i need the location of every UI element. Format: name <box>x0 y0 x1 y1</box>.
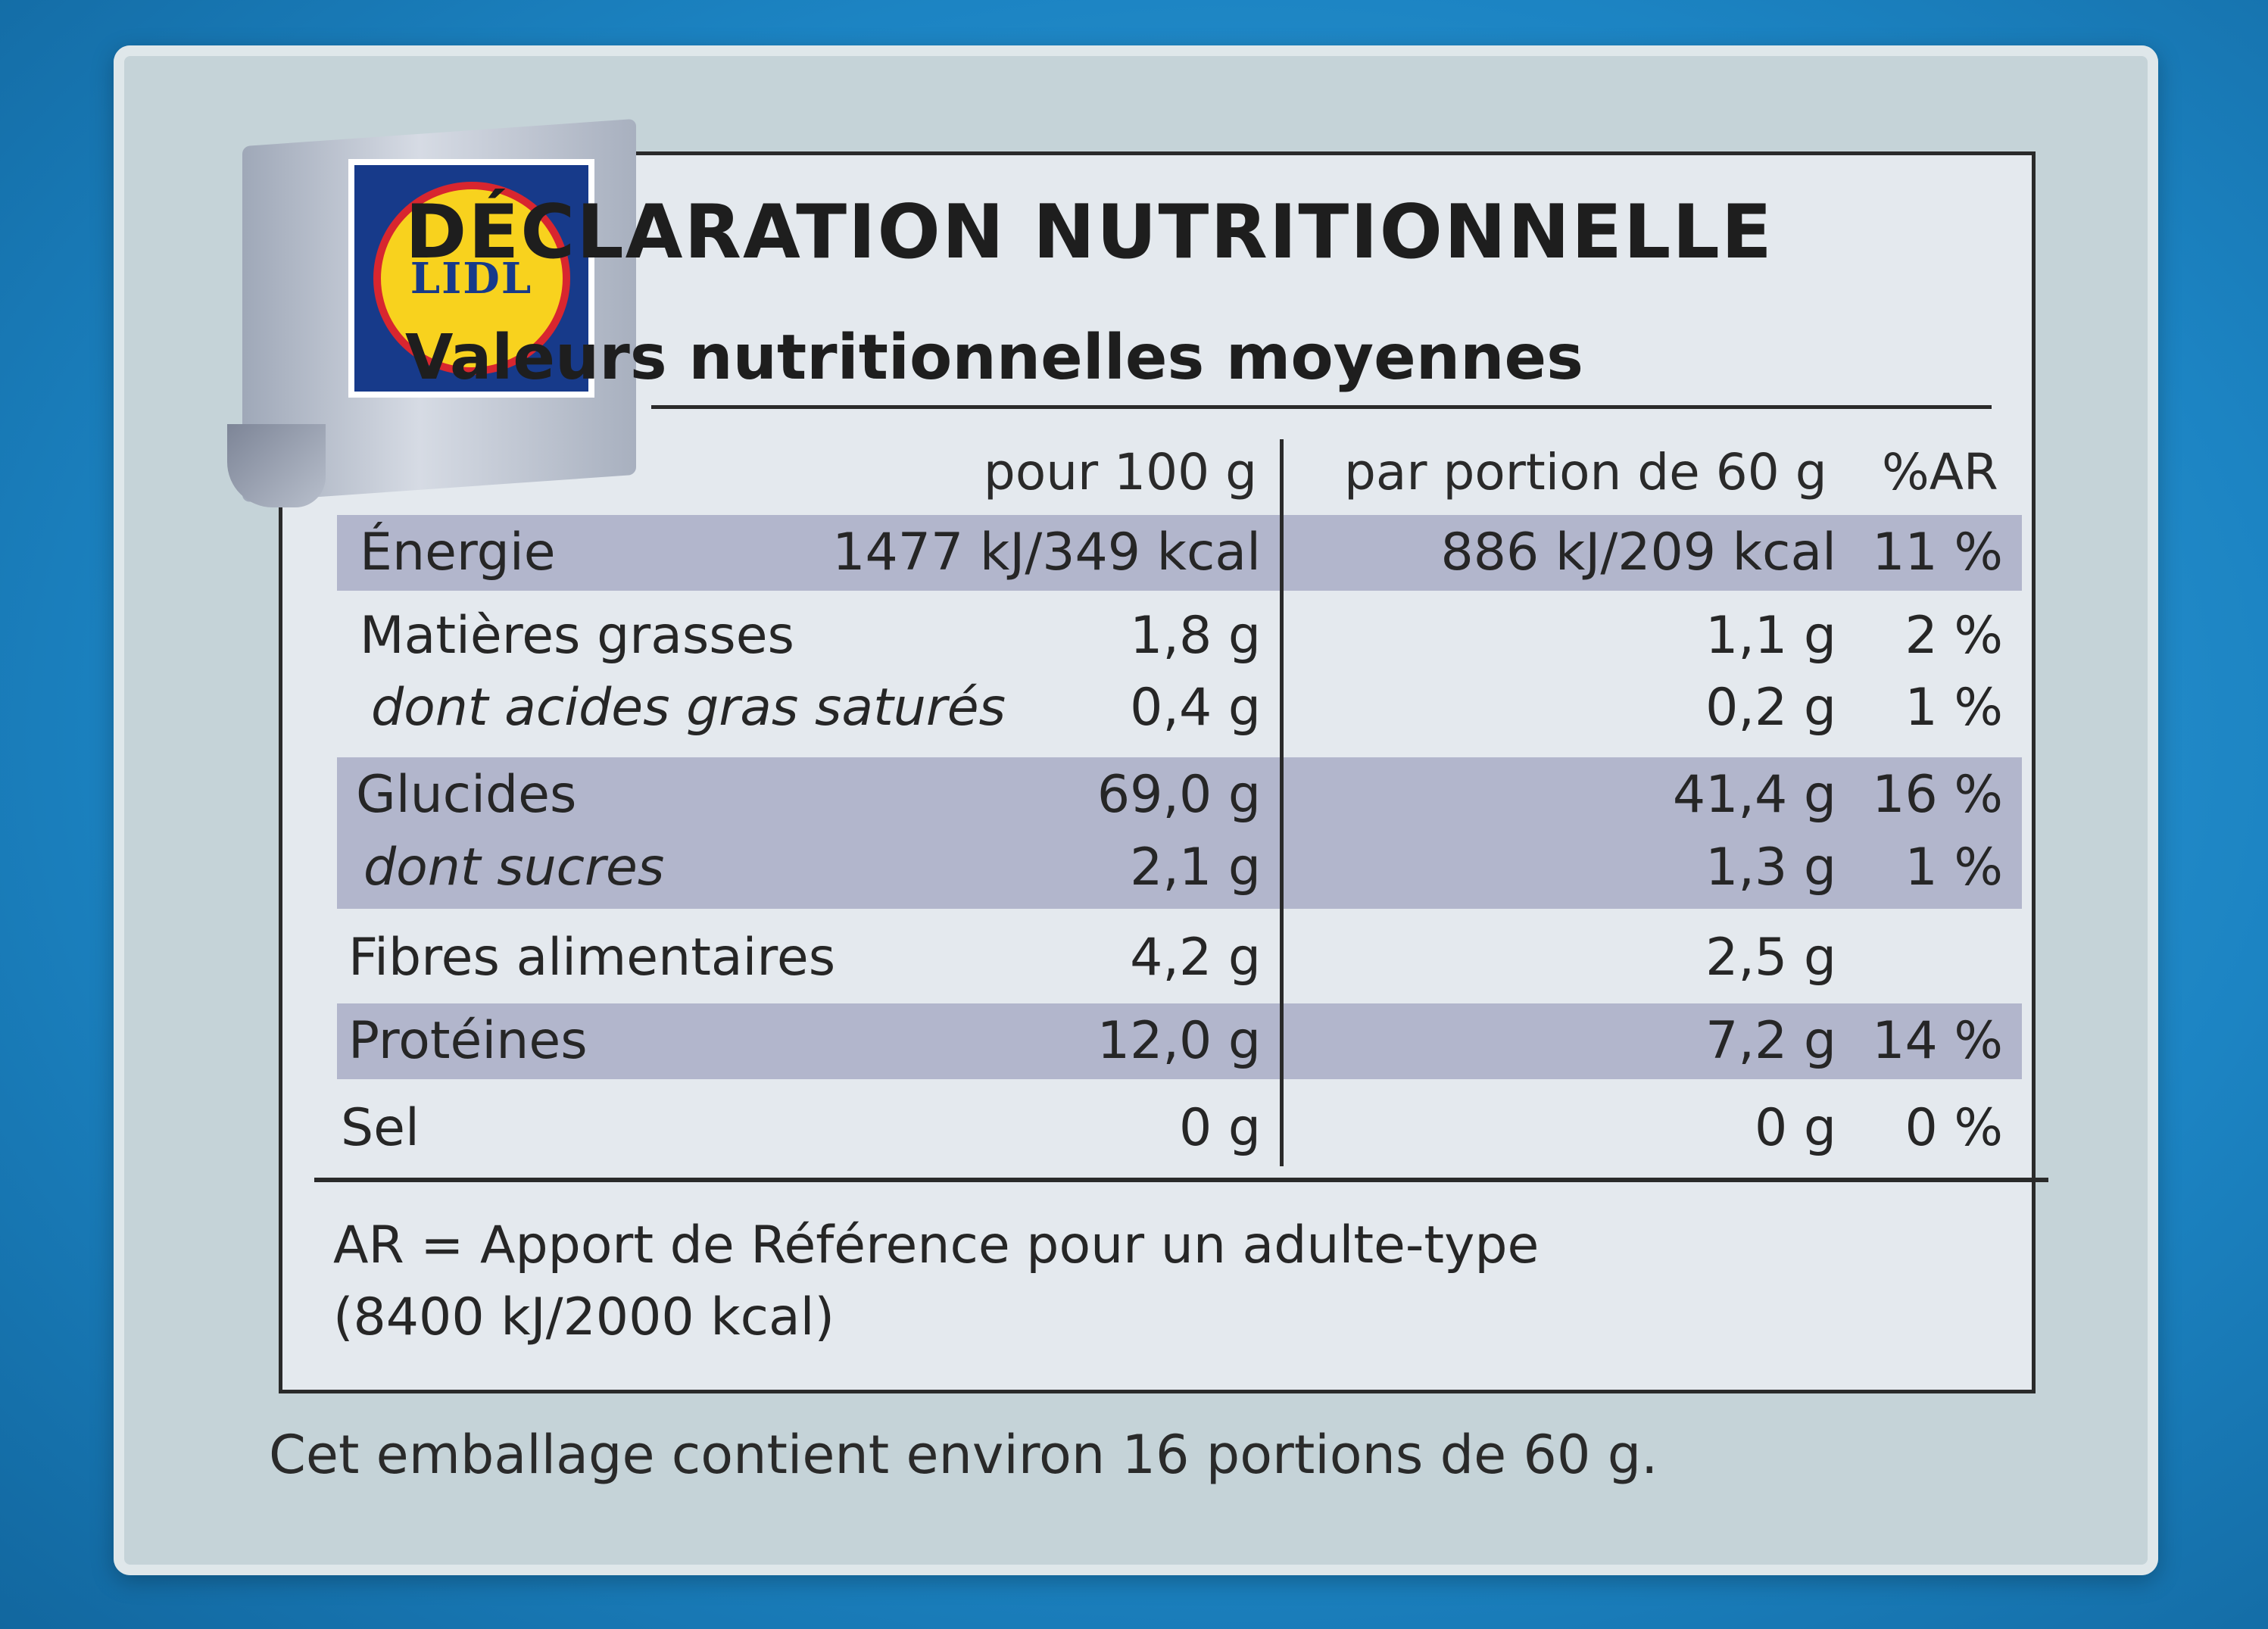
value-per-100g: 69,0 g <box>1097 765 1261 825</box>
value-per-portion: 7,2 g <box>1705 1011 1836 1071</box>
table-row-matieres-grasses: Matières grasses 1,8 g 1,1 g 2 % <box>337 598 2022 674</box>
value-ar: 16 % <box>1872 765 2003 825</box>
nutrient-name: Protéines <box>348 1011 588 1071</box>
value-per-portion: 41,4 g <box>1672 765 1836 825</box>
page-title: DÉCLARATION NUTRITIONNELLE <box>405 189 1774 276</box>
nutrient-name: Matières grasses <box>360 606 794 666</box>
value-ar: 1 % <box>1905 678 2004 738</box>
value-per-100g: 12,0 g <box>1097 1011 1261 1071</box>
ar-footnote-line2: (8400 kJ/2000 kcal) <box>333 1287 835 1347</box>
value-per-portion: 1,3 g <box>1705 838 1836 897</box>
page-subtitle: Valeurs nutritionnelles moyennes <box>405 322 1583 394</box>
value-ar: 0 % <box>1905 1098 2004 1158</box>
column-header-per-100g: pour 100 g <box>983 443 1257 501</box>
title-divider <box>651 405 1992 409</box>
value-per-portion: 1,1 g <box>1705 606 1836 666</box>
value-per-portion: 0,2 g <box>1705 678 1836 738</box>
column-divider <box>1280 439 1284 1166</box>
table-bottom-divider <box>314 1178 2048 1182</box>
lidl-logo-text: LIDL <box>410 253 533 304</box>
value-per-100g: 0,4 g <box>1130 678 1261 738</box>
value-per-100g: 1,8 g <box>1130 606 1261 666</box>
nutrient-name: dont acides gras saturés <box>371 678 1006 738</box>
table-row-energie: Énergie 1477 kJ/349 kcal 886 kJ/209 kcal… <box>337 515 2022 591</box>
value-per-portion: 2,5 g <box>1705 928 1836 988</box>
table-row-fibres: Fibres alimentaires 4,2 g 2,5 g <box>337 920 2022 996</box>
logo-ribbon-fold <box>227 424 326 507</box>
ar-footnote-line1: AR = Apport de Référence pour un adulte-… <box>333 1216 1540 1275</box>
value-ar: 14 % <box>1872 1011 2003 1071</box>
value-ar: 2 % <box>1905 606 2004 666</box>
value-per-100g: 2,1 g <box>1130 838 1261 897</box>
portions-note: Cet emballage contient environ 16 portio… <box>269 1424 1658 1486</box>
table-row-acides-gras-satures: dont acides gras saturés 0,4 g 0,2 g 1 % <box>337 670 2022 746</box>
column-header-per-portion: par portion de 60 g <box>1344 443 1827 501</box>
nutrient-name: Énergie <box>360 523 556 582</box>
nutrient-name: Sel <box>341 1098 420 1158</box>
nutrient-name: Glucides <box>356 765 577 825</box>
value-per-100g: 0 g <box>1178 1098 1261 1158</box>
value-per-portion: 886 kJ/209 kcal <box>1440 523 1836 582</box>
column-header-ar: %AR <box>1882 443 1998 501</box>
value-ar: 1 % <box>1905 838 2004 897</box>
lidl-logo: LIDL <box>348 159 594 398</box>
lidl-logo-circle: LIDL <box>373 182 570 375</box>
value-ar: 11 % <box>1872 523 2003 582</box>
value-per-100g: 4,2 g <box>1130 928 1261 988</box>
table-row-proteines: Protéines 12,0 g 7,2 g 14 % <box>337 1003 2022 1079</box>
value-per-portion: 0 g <box>1754 1098 1836 1158</box>
nutrient-name: Fibres alimentaires <box>348 928 836 988</box>
table-row-glucides: Glucides 69,0 g 41,4 g 16 % dont sucres … <box>337 757 2022 909</box>
nutrient-name-sub: dont sucres <box>363 838 665 897</box>
value-per-100g: 1477 kJ/349 kcal <box>832 523 1261 582</box>
table-row-sel: Sel 0 g 0 g 0 % <box>337 1091 2022 1166</box>
